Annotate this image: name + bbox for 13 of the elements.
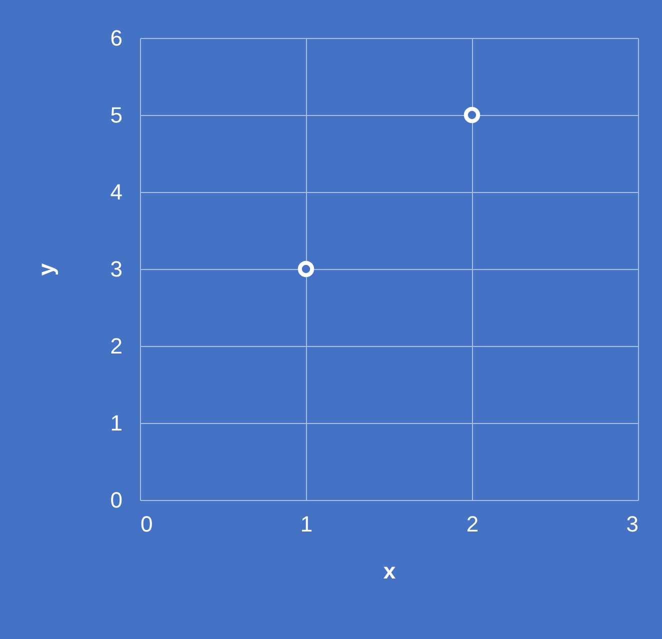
y-tick-label: 1 xyxy=(110,410,122,436)
x-tick-label: 3 xyxy=(626,512,638,536)
y-tick-label: 0 xyxy=(110,488,122,512)
y-tick-label: 5 xyxy=(110,102,122,128)
y-axis-title: y xyxy=(33,262,58,276)
x-tick-label: 0 xyxy=(140,512,153,536)
y-tick-label: 6 xyxy=(110,26,122,50)
x-tick-label: 1 xyxy=(300,512,313,536)
x-tick-label: 2 xyxy=(466,512,479,536)
y-tick-label: 2 xyxy=(110,334,122,358)
x-axis-title: x xyxy=(383,558,396,584)
y-tick-label: 3 xyxy=(110,256,122,282)
y-tick-label: 4 xyxy=(110,180,122,204)
